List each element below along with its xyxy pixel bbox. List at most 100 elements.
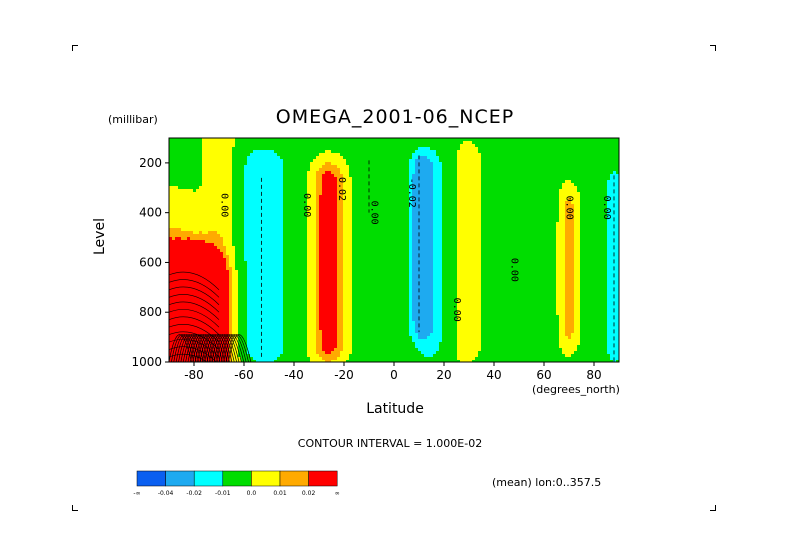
field-cell (226, 246, 230, 250)
field-cell (172, 204, 176, 208)
field-cell (328, 234, 332, 238)
field-cell (172, 174, 176, 178)
field-cell (346, 153, 350, 157)
field-cell (334, 189, 338, 193)
field-cell (247, 177, 251, 181)
field-cell (241, 342, 245, 346)
field-cell (352, 306, 356, 310)
field-cell (334, 228, 338, 232)
field-cell (361, 228, 365, 232)
field-cell (241, 222, 245, 226)
field-cell (190, 252, 194, 256)
field-cell (238, 207, 242, 211)
field-cell (319, 144, 323, 148)
field-cell (304, 339, 308, 343)
field-cell (253, 216, 257, 220)
field-cell (244, 345, 248, 349)
field-cell (349, 327, 353, 331)
field-cell (289, 141, 293, 145)
field-cell (343, 174, 347, 178)
field-cell (352, 210, 356, 214)
field-cell (190, 321, 194, 325)
field-cell (169, 252, 173, 256)
field-cell (193, 138, 197, 142)
field-cell (229, 150, 233, 154)
field-cell (340, 288, 344, 292)
field-cell (247, 216, 251, 220)
field-cell (220, 309, 224, 313)
field-cell (367, 198, 371, 202)
field-cell (304, 168, 308, 172)
field-cell (178, 291, 182, 295)
field-cell (358, 276, 362, 280)
field-cell (289, 144, 293, 148)
field-cell (274, 336, 278, 340)
field-cell (277, 159, 281, 163)
field-cell (229, 138, 233, 142)
field-cell (208, 228, 212, 232)
field-cell (328, 165, 332, 169)
field-cell (175, 324, 179, 328)
field-cell (316, 159, 320, 163)
field-cell (223, 174, 227, 178)
field-cell (220, 153, 224, 157)
field-cell (259, 270, 263, 274)
field-cell (226, 153, 230, 157)
field-cell (328, 264, 332, 268)
field-cell (340, 165, 344, 169)
field-cell (343, 342, 347, 346)
field-cell (226, 234, 230, 238)
field-cell (229, 240, 233, 244)
field-cell (274, 285, 278, 289)
field-cell (196, 300, 200, 304)
field-cell (355, 189, 359, 193)
field-cell (280, 300, 284, 304)
field-cell (256, 321, 260, 325)
field-cell (223, 285, 227, 289)
field-cell (310, 270, 314, 274)
field-cell (283, 315, 287, 319)
field-cell (199, 270, 203, 274)
field-cell (319, 177, 323, 181)
field-cell (211, 150, 215, 154)
field-cell (181, 354, 185, 358)
field-cell (178, 195, 182, 199)
field-cell (217, 180, 221, 184)
field-cell (325, 324, 329, 328)
field-cell (184, 144, 188, 148)
field-cell (271, 288, 275, 292)
field-cell (277, 204, 281, 208)
field-cell (262, 210, 266, 214)
field-cell (361, 249, 365, 253)
field-cell (232, 252, 236, 256)
field-cell (265, 252, 269, 256)
field-cell (211, 216, 215, 220)
field-cell (289, 336, 293, 340)
field-cell (319, 192, 323, 196)
field-cell (358, 171, 362, 175)
field-cell (205, 225, 209, 229)
field-cell (223, 213, 227, 217)
field-cell (325, 348, 329, 352)
field-cell (214, 276, 218, 280)
field-cell (367, 165, 371, 169)
field-cell (328, 192, 332, 196)
field-cell (238, 264, 242, 268)
field-cell (271, 324, 275, 328)
field-cell (283, 324, 287, 328)
field-cell (346, 216, 350, 220)
field-cell (301, 156, 305, 160)
field-cell (301, 303, 305, 307)
field-cell (208, 351, 212, 355)
field-cell (172, 297, 176, 301)
field-cell (229, 168, 233, 172)
field-cell (319, 264, 323, 268)
field-cell (244, 243, 248, 247)
field-cell (301, 291, 305, 295)
field-cell (199, 195, 203, 199)
field-cell (184, 273, 188, 277)
field-cell (226, 222, 230, 226)
field-cell (286, 360, 290, 362)
field-cell (217, 279, 221, 283)
field-cell (331, 144, 335, 148)
